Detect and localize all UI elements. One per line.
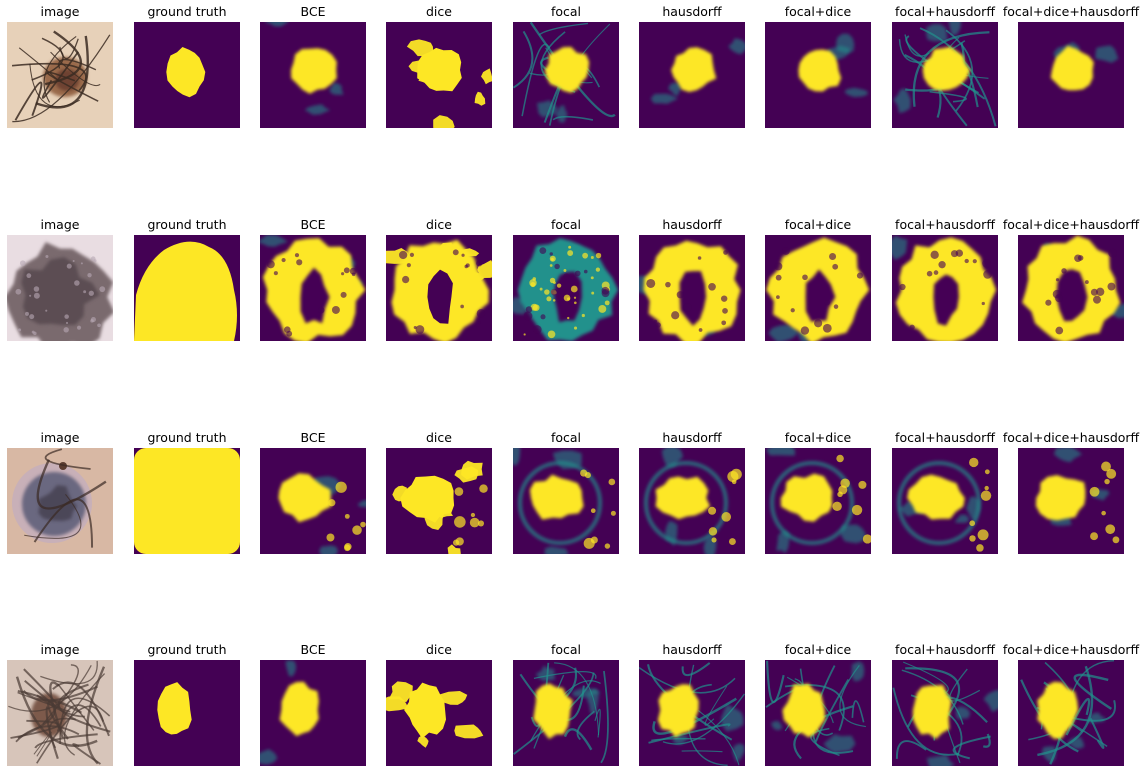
prediction-heatmap <box>892 448 998 554</box>
prediction-heatmap <box>513 22 619 128</box>
panel-title: dice <box>426 642 452 657</box>
panel-title: hausdorff <box>662 4 722 19</box>
prediction-heatmap <box>765 235 871 341</box>
panel-title: BCE <box>300 430 326 445</box>
panel-title: focal <box>550 430 582 445</box>
panel-title: image <box>40 4 80 19</box>
panel-title: ground truth <box>147 430 227 445</box>
prediction-heatmap <box>765 448 871 554</box>
ground-truth-mask <box>134 235 240 341</box>
prediction-heatmap <box>386 235 492 341</box>
panel-title: BCE <box>300 4 326 19</box>
panel-title: ground truth <box>147 217 227 232</box>
ground-truth-mask <box>134 448 240 554</box>
panel-title: focal+hausdorff <box>895 642 995 657</box>
panel-title: focal+dice+hausdorff <box>1002 430 1140 445</box>
prediction-heatmap <box>386 22 492 128</box>
prediction-heatmap <box>260 22 366 128</box>
prediction-heatmap <box>639 22 745 128</box>
panel-title: focal <box>550 217 582 232</box>
panel-title: ground truth <box>147 642 227 657</box>
prediction-heatmap <box>513 660 619 766</box>
prediction-heatmap <box>892 660 998 766</box>
panel-title: focal <box>550 4 582 19</box>
panel-title: image <box>40 430 80 445</box>
panel-title: focal+dice+hausdorff <box>1002 4 1140 19</box>
prediction-heatmap <box>260 235 366 341</box>
prediction-heatmap <box>1018 448 1124 554</box>
panel-title: focal+dice+hausdorff <box>1002 217 1140 232</box>
prediction-heatmap <box>892 22 998 128</box>
prediction-heatmap <box>260 448 366 554</box>
prediction-heatmap <box>513 448 619 554</box>
prediction-heatmap <box>386 448 492 554</box>
panel-title: dice <box>426 4 452 19</box>
panel-title: image <box>40 642 80 657</box>
prediction-heatmap <box>386 660 492 766</box>
panel-title: focal+hausdorff <box>895 430 995 445</box>
ground-truth-mask <box>134 22 240 128</box>
panel-title: focal <box>550 642 582 657</box>
panel-title: dice <box>426 430 452 445</box>
panel-title: focal+dice <box>784 4 852 19</box>
panel-title: dice <box>426 217 452 232</box>
prediction-heatmap <box>892 235 998 341</box>
panel-title: focal+hausdorff <box>895 217 995 232</box>
panel-title: hausdorff <box>662 217 722 232</box>
panel-title: ground truth <box>147 4 227 19</box>
dermoscopy-image <box>7 448 113 554</box>
prediction-heatmap <box>765 22 871 128</box>
prediction-heatmap <box>639 235 745 341</box>
prediction-heatmap <box>1018 660 1124 766</box>
panel-title: focal+dice <box>784 217 852 232</box>
prediction-heatmap <box>513 235 619 341</box>
prediction-heatmap <box>639 660 745 766</box>
panel-title: hausdorff <box>662 430 722 445</box>
dermoscopy-image <box>7 660 113 766</box>
panel-title: focal+dice+hausdorff <box>1002 642 1140 657</box>
prediction-heatmap <box>1018 235 1124 341</box>
panel-title: focal+hausdorff <box>895 4 995 19</box>
panel-title: focal+dice <box>784 430 852 445</box>
dermoscopy-image <box>7 235 113 341</box>
panel-title: hausdorff <box>662 642 722 657</box>
dermoscopy-image <box>7 22 113 128</box>
prediction-heatmap <box>1018 22 1124 128</box>
panel-title: focal+dice <box>784 642 852 657</box>
prediction-heatmap <box>765 660 871 766</box>
panel-title: BCE <box>300 217 326 232</box>
panel-title: BCE <box>300 642 326 657</box>
prediction-heatmap <box>260 660 366 766</box>
panel-title: image <box>40 217 80 232</box>
prediction-heatmap <box>639 448 745 554</box>
ground-truth-mask <box>134 660 240 766</box>
